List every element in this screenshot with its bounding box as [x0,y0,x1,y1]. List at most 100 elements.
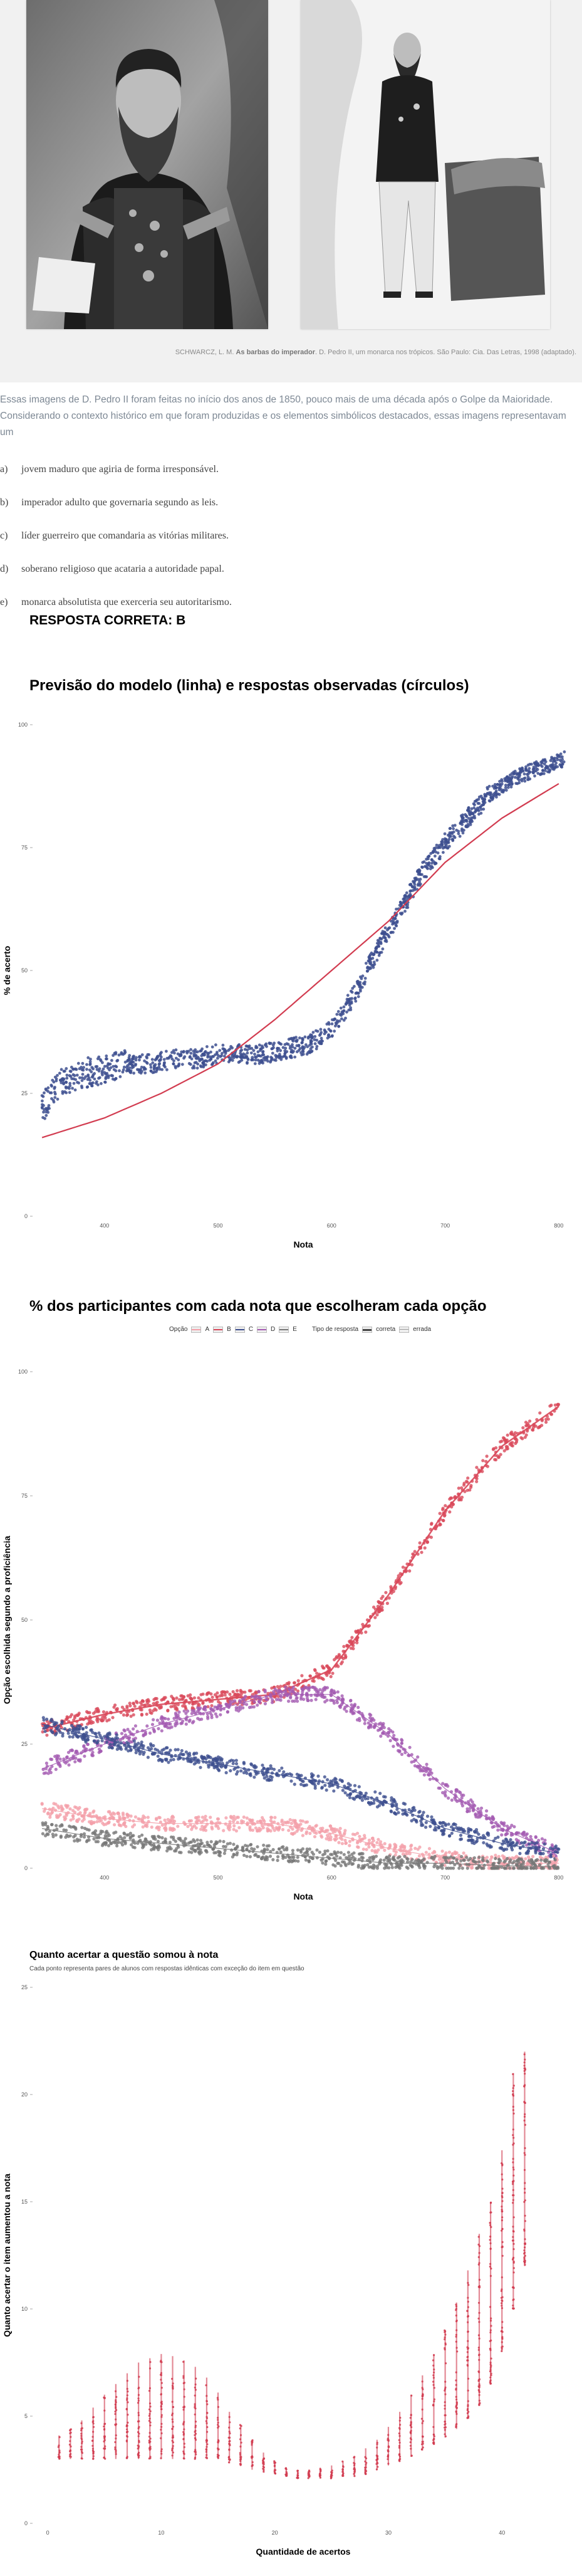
data-point-option-e [157,1834,160,1838]
data-point-option-b [103,1716,107,1720]
data-point-option-c [253,1766,257,1770]
data-point-option-c [86,1738,90,1742]
data-point [309,1047,313,1051]
data-point-option-e [92,1837,96,1841]
data-point-option-d [400,1742,404,1745]
data-point-option-b [438,1522,442,1526]
data-point-option-e [118,1835,122,1839]
data-point-option-c [475,1839,479,1843]
data-point-option-a [92,1809,96,1813]
data-point-option-b [220,1693,224,1696]
data-point [361,974,365,978]
data-point [500,790,504,794]
data-point-option-c [459,1833,463,1837]
data-point [205,1045,209,1048]
data-point-option-e [305,1847,309,1851]
data-point-option-e [299,1848,303,1853]
data-point-option-a [186,1824,190,1828]
data-point [530,762,533,766]
data-point-option-d [441,1782,445,1785]
data-point [118,1075,122,1078]
data-point-option-c [533,1842,537,1846]
data-point [502,789,506,792]
data-point-option-d [204,1705,207,1709]
data-point-option-d [284,1685,288,1689]
data-point-option-e [516,1858,519,1863]
data-point-option-c [231,1762,235,1765]
data-point-option-c [395,1807,399,1811]
data-point-option-c [108,1737,112,1741]
data-point-option-d [97,1747,101,1751]
data-point-option-e [478,1864,482,1868]
data-point-option-e [342,1853,346,1856]
data-point-option-c [462,1829,467,1833]
data-point [394,923,398,927]
data-point [74,1078,77,1081]
data-point-option-a [274,1826,278,1829]
data-point [251,1056,254,1059]
data-point-option-d [338,1705,342,1709]
data-point-option-e [371,1858,375,1861]
data-point [327,1028,331,1031]
data-point-option-c [554,1844,558,1848]
data-point [278,1054,281,1058]
option-e[interactable]: e) monarca absolutista que exerceria seu … [0,597,232,608]
data-point-option-a [83,1810,87,1814]
data-point-option-a [126,1815,130,1819]
data-point [250,1058,253,1062]
data-point-option-c [537,1846,541,1849]
data-point-option-c [373,1790,377,1794]
data-point [204,1063,207,1066]
data-point-option-e [50,1822,54,1826]
data-point-option-b [538,1411,542,1415]
data-point-option-d [296,1700,299,1703]
data-point [179,1054,183,1058]
option-c[interactable]: c) líder guerreiro que comandaria as vitó… [0,530,229,542]
data-point [56,1074,59,1077]
data-point-option-c [77,1724,81,1728]
data-point-option-a [538,1855,543,1859]
data-point-option-e [460,1854,464,1859]
data-point-option-e [268,1854,273,1858]
data-point-option-b [448,1510,452,1514]
option-letter: d) [0,564,9,574]
option-b[interactable]: b) imperador adulto que governaria segund… [0,497,218,508]
data-point-option-c [165,1757,169,1761]
data-point-option-c [455,1826,459,1830]
data-point [206,1055,209,1059]
data-point [238,1055,242,1058]
data-point-option-a [328,1824,332,1828]
data-point [110,1059,113,1062]
data-point-option-b [216,1691,219,1695]
data-point [108,1062,112,1066]
data-point-option-a [122,1822,125,1826]
question-intro: Essas imagens de D. Pedro II foram feita… [0,394,566,438]
data-point-option-d [370,1718,373,1722]
data-point-option-e [137,1835,141,1839]
legend-swatch-e [279,1326,289,1333]
data-point-option-c [269,1764,273,1768]
data-point [279,1049,283,1053]
data-point [418,883,422,887]
data-point-option-e [512,1859,516,1863]
data-point-option-e [356,1863,361,1868]
data-point-option-b [152,1701,155,1706]
data-point-option-e [379,1858,383,1862]
data-point-option-d [194,1712,197,1716]
data-point-option-a [457,1853,461,1858]
data-point [414,878,418,881]
data-point-option-c [409,1810,413,1814]
data-point-option-b [350,1636,354,1639]
data-point-option-e [459,1859,463,1863]
data-point [309,1042,313,1046]
data-point-option-b [493,1458,497,1461]
data-point-option-b [107,1718,111,1722]
data-point [536,764,540,767]
data-point-option-b [513,1431,517,1435]
data-point [524,765,527,769]
data-point-option-d [257,1700,261,1704]
option-d[interactable]: d) soberano religioso que acataria a auto… [0,564,224,575]
option-a[interactable]: a) jovem maduro que agiria de forma irres… [0,464,219,475]
data-point-option-b [430,1522,434,1525]
data-point-option-b [385,1601,390,1606]
